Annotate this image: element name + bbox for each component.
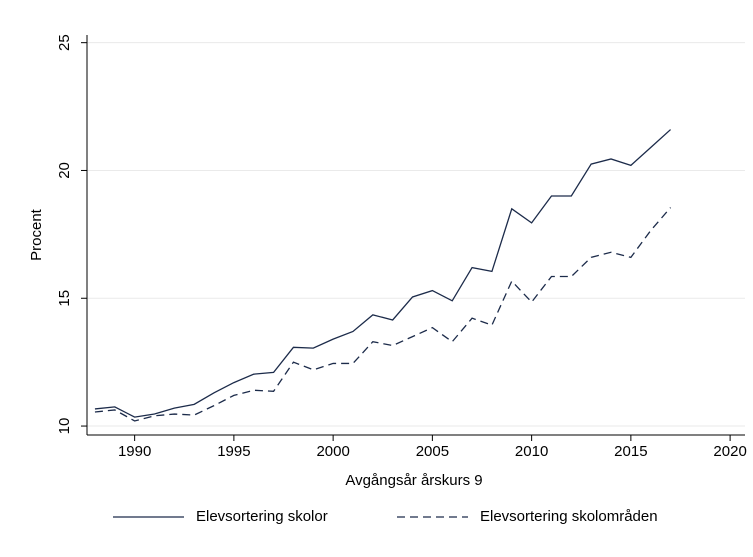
y-tick-label: 20 — [56, 162, 73, 179]
x-axis-title: Avgångsår årskurs 9 — [345, 472, 482, 489]
y-axis-title: Procent — [28, 208, 45, 261]
legend-label: Elevsortering skolor — [196, 508, 328, 525]
x-tick-label: 1995 — [217, 443, 250, 460]
x-tick-label: 1990 — [118, 443, 151, 460]
x-tick-label: 2000 — [316, 443, 349, 460]
x-tick-label: 2005 — [416, 443, 449, 460]
y-tick-label: 10 — [56, 418, 73, 435]
series-line — [94, 207, 672, 422]
x-tick-label: 2015 — [614, 443, 647, 460]
y-tick-label: 15 — [56, 290, 73, 307]
x-tick-label: 2010 — [515, 443, 548, 460]
y-tick-label: 25 — [56, 34, 73, 51]
series-line — [94, 129, 672, 418]
x-tick-label: 2020 — [713, 443, 746, 460]
legend-label: Elevsortering skolområden — [480, 508, 658, 525]
